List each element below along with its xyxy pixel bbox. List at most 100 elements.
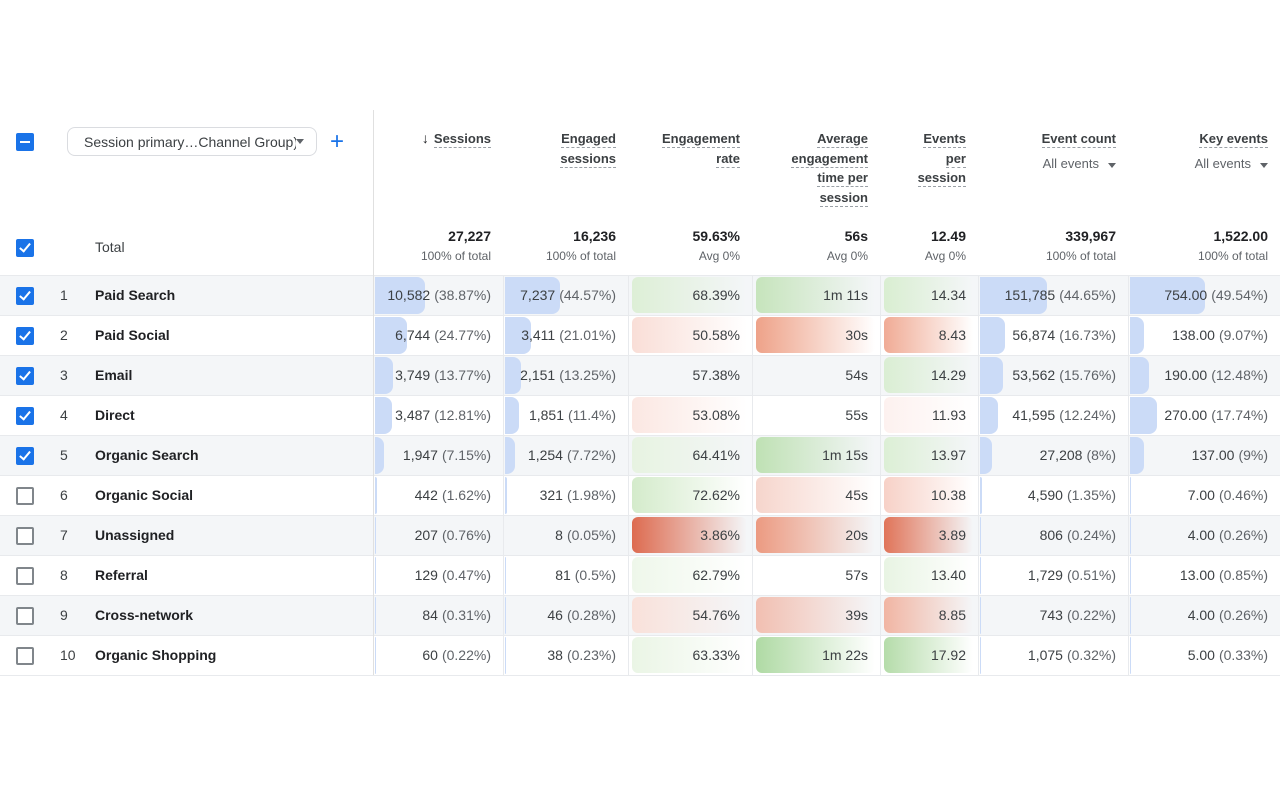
total-sessions: 27,227 100% of total: [373, 220, 503, 275]
column-header-label: session: [917, 170, 966, 187]
data-bar: [980, 277, 1047, 314]
data-bar: [375, 557, 376, 594]
dimension-toolbar: Session primary…Channel Group) +: [16, 127, 344, 156]
column-header-label: Engaged: [561, 131, 616, 148]
cell-value: 13.97: [930, 447, 966, 463]
channel-name: Cross-network: [95, 607, 194, 623]
data-bar: [375, 397, 392, 434]
cell-percent: (0.85%): [1218, 567, 1268, 583]
row-checkbox[interactable]: [16, 646, 34, 665]
cell-percent: (13.77%): [434, 367, 491, 383]
total-row-checkbox[interactable]: [16, 238, 34, 257]
cell-value: 45s: [845, 487, 868, 503]
data-bar: [1130, 277, 1205, 314]
row-checkbox[interactable]: [16, 366, 34, 385]
row-number: 3: [60, 367, 68, 383]
column-header-event-count[interactable]: Event count All events: [978, 129, 1128, 173]
events-per-session-cell: 3.89: [880, 516, 978, 555]
cell-value: 20s: [845, 527, 868, 543]
cell-value: 56,874: [1012, 327, 1056, 343]
total-avg-engagement-time: 56s Avg 0%: [752, 220, 880, 275]
cell-value: 1,254: [527, 447, 563, 463]
heatmap-fill: [884, 357, 973, 393]
events-per-session-cell: 10.38: [880, 476, 978, 515]
engagement-rate-cell: 63.33%: [628, 636, 752, 675]
cell-value: 72.62%: [692, 487, 740, 503]
metric-headers: ↓ Sessions Engaged sessions Engagement rate Av…: [373, 129, 1280, 207]
data-bar: [1130, 397, 1157, 434]
sessions-cell: 1,947 (7.15%): [373, 436, 503, 475]
event-count-cell: 1,729 (0.51%): [978, 556, 1128, 595]
key-events-cell: 4.00 (0.26%): [1128, 596, 1280, 635]
row-checkbox[interactable]: [16, 286, 34, 305]
avg-engagement-time-cell: 57s: [752, 556, 880, 595]
cell-value: 207: [414, 527, 438, 543]
events-per-session-cell: 8.43: [880, 316, 978, 355]
row-checkbox[interactable]: [16, 446, 34, 465]
heatmap-fill: [884, 317, 973, 353]
column-header-engagement-rate[interactable]: Engagement rate: [628, 129, 752, 168]
row-checkbox[interactable]: [16, 566, 34, 585]
column-header-avg-engagement-time[interactable]: Average engagement time per session: [752, 129, 880, 207]
cell-value: 1,075: [1027, 647, 1063, 663]
event-count-cell: 56,874 (16.73%): [978, 316, 1128, 355]
engagement-rate-cell: 64.41%: [628, 436, 752, 475]
cell-percent: (16.73%): [1059, 327, 1116, 343]
cell-percent: (11.4%): [568, 407, 616, 423]
heatmap-fill: [884, 637, 973, 673]
cell-value: 3.86%: [700, 527, 740, 543]
avg-engagement-time-cell: 55s: [752, 396, 880, 435]
column-filter-event-count[interactable]: All events: [978, 154, 1116, 174]
sessions-cell: 3,749 (13.77%): [373, 356, 503, 395]
table-row: 2 Paid Social 6,744 (24.77%) 3,411 (21.01%) 50…: [0, 315, 1280, 355]
event-count-cell: 1,075 (0.32%): [978, 636, 1128, 675]
events-per-session-cell: 13.40: [880, 556, 978, 595]
row-checkbox[interactable]: [16, 406, 34, 425]
column-filter-key-events[interactable]: All events: [1128, 154, 1268, 174]
column-header-label: session: [819, 189, 868, 207]
avg-engagement-time-cell: 30s: [752, 316, 880, 355]
cell-value: 442: [414, 487, 438, 503]
cell-value: 55s: [845, 407, 868, 423]
row-checkbox[interactable]: [16, 606, 34, 625]
engagement-rate-cell: 3.86%: [628, 516, 752, 555]
data-bar: [375, 317, 407, 354]
total-subtext: 100% of total: [420, 249, 491, 263]
heatmap-fill: [884, 597, 973, 633]
table-row: 1 Paid Search 10,582 (38.87%) 7,237 (44.57%) 6…: [0, 275, 1280, 315]
data-bar: [1130, 317, 1144, 354]
row-checkbox[interactable]: [16, 526, 34, 545]
engaged-sessions-cell: 8 (0.05%): [503, 516, 628, 555]
column-header-key-events[interactable]: Key events All events: [1128, 129, 1280, 173]
total-row: Total 27,227 100% of total 16,236 100% of t…: [0, 220, 1280, 275]
cell-value: 270.00: [1164, 407, 1208, 423]
cell-value: 321: [539, 487, 563, 503]
cell-value: 54s: [845, 367, 868, 383]
cell-value: 3.89: [938, 527, 966, 543]
cell-percent: (0.47%): [441, 567, 491, 583]
data-bar: [375, 517, 376, 554]
cell-value: 806: [1039, 527, 1063, 543]
row-checkbox[interactable]: [16, 326, 34, 345]
select-all-checkbox[interactable]: [16, 132, 34, 151]
cell-percent: (0.51%): [1066, 567, 1116, 583]
channel-name: Paid Social: [95, 327, 170, 343]
engaged-sessions-cell: 7,237 (44.57%): [503, 276, 628, 315]
cell-percent: (15.76%): [1059, 367, 1116, 383]
data-bar: [980, 357, 1004, 394]
row-number: 4: [60, 407, 68, 423]
total-events-per-session: 12.49 Avg 0%: [880, 220, 978, 275]
row-checkbox[interactable]: [16, 486, 34, 505]
cell-percent: (0.05%): [566, 527, 616, 543]
cell-value: 1,851: [528, 407, 565, 423]
column-header-engaged-sessions[interactable]: Engaged sessions: [503, 129, 628, 168]
dimension-selector[interactable]: Session primary…Channel Group): [67, 127, 317, 156]
key-events-cell: 13.00 (0.85%): [1128, 556, 1280, 595]
cell-percent: (12.24%): [1059, 407, 1116, 423]
column-header-events-per-session[interactable]: Events per session: [880, 129, 978, 188]
key-events-cell: 754.00 (49.54%): [1128, 276, 1280, 315]
heatmap-fill: [884, 277, 973, 313]
column-header-sessions[interactable]: ↓ Sessions: [373, 129, 503, 149]
cell-percent: (0.31%): [441, 607, 491, 623]
add-dimension-button[interactable]: +: [330, 128, 345, 155]
